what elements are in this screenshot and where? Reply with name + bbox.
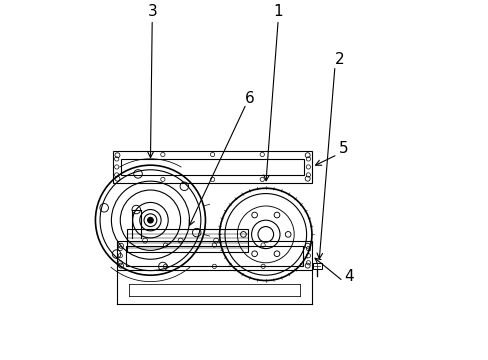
Text: 5: 5: [338, 141, 347, 156]
Text: 4: 4: [343, 269, 353, 284]
Text: 3: 3: [147, 4, 157, 19]
Text: 6: 6: [244, 91, 254, 106]
Text: 2: 2: [334, 52, 344, 67]
Bar: [312, 264, 321, 269]
Bar: [117, 242, 311, 270]
Bar: [121, 159, 304, 175]
Bar: [113, 151, 311, 183]
Text: 1: 1: [273, 4, 283, 19]
Bar: [125, 246, 303, 266]
Bar: [127, 229, 247, 252]
Circle shape: [147, 217, 153, 223]
